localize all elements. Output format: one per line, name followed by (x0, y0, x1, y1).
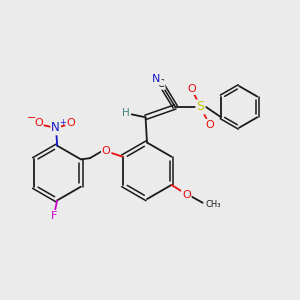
Text: O: O (102, 146, 111, 156)
Text: N: N (152, 74, 161, 84)
Text: +: + (59, 118, 66, 127)
Text: N: N (51, 122, 60, 134)
Text: S: S (196, 100, 205, 113)
Text: O: O (205, 120, 214, 130)
Text: CH₃: CH₃ (206, 200, 221, 209)
Text: H: H (122, 108, 130, 118)
Text: −: − (27, 113, 37, 123)
Text: O: O (34, 118, 43, 128)
Text: C: C (158, 79, 165, 89)
Text: F: F (51, 211, 57, 221)
Text: O: O (182, 190, 191, 200)
Text: O: O (66, 118, 75, 128)
Text: O: O (187, 84, 196, 94)
